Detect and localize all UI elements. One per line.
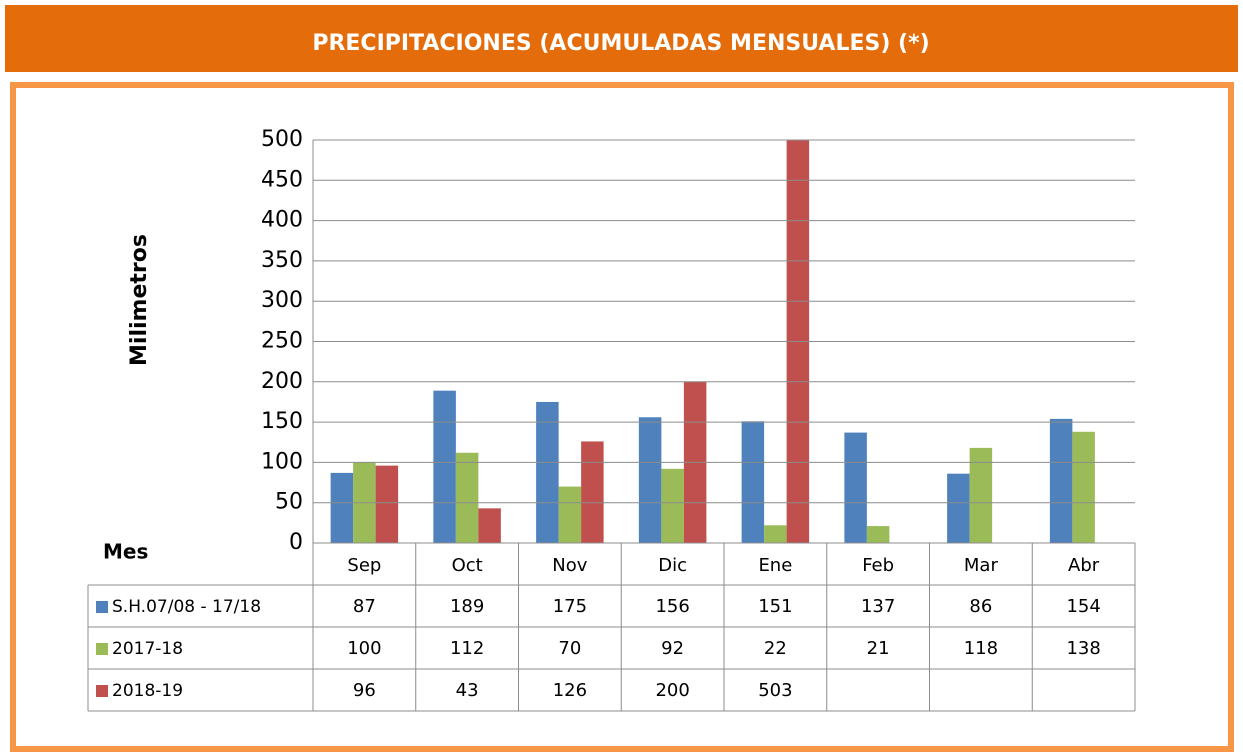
bar bbox=[1049, 418, 1073, 543]
y-axis-label: Milimetros bbox=[127, 234, 152, 366]
x-tick-label: Sep bbox=[347, 555, 381, 576]
table-value: 156 bbox=[655, 596, 689, 617]
bar bbox=[969, 447, 993, 543]
table-value: 92 bbox=[661, 638, 684, 659]
table-value: 100 bbox=[347, 638, 381, 659]
table-value: 96 bbox=[353, 680, 376, 701]
bar bbox=[661, 468, 684, 543]
x-axis-label: Mes bbox=[103, 540, 148, 564]
y-tick-label: 300 bbox=[261, 288, 303, 313]
bar bbox=[375, 465, 399, 543]
legend-swatch bbox=[96, 643, 108, 655]
table-value: 86 bbox=[969, 596, 992, 617]
bar bbox=[764, 525, 787, 543]
legend-label: 2018-19 bbox=[112, 681, 183, 701]
bar bbox=[558, 486, 582, 543]
table-value: 126 bbox=[553, 680, 587, 701]
bar bbox=[1072, 431, 1095, 543]
bar bbox=[844, 432, 867, 543]
y-tick-label: 250 bbox=[261, 329, 303, 354]
legend-swatch bbox=[96, 601, 108, 613]
chart-title: PRECIPITACIONES (ACUMULADAS MENSUALES) (… bbox=[312, 31, 929, 56]
legend-label: 2017-18 bbox=[112, 639, 183, 659]
legend-swatch bbox=[96, 685, 108, 697]
y-tick-label: 100 bbox=[261, 449, 303, 474]
table-value: 137 bbox=[861, 596, 895, 617]
y-tick-label: 450 bbox=[261, 167, 303, 192]
y-tick-label: 200 bbox=[261, 369, 303, 394]
x-tick-label: Nov bbox=[552, 555, 587, 576]
y-tick-label: 50 bbox=[275, 490, 303, 515]
table-value: 175 bbox=[553, 596, 587, 617]
x-tick-label: Dic bbox=[658, 555, 687, 576]
y-tick-label: 0 bbox=[289, 530, 303, 555]
table-value: 70 bbox=[558, 638, 581, 659]
legend-label: S.H.07/08 - 17/18 bbox=[112, 597, 261, 617]
plot-area bbox=[330, 140, 1095, 543]
x-tick-label: Ene bbox=[758, 555, 792, 576]
table-value: 112 bbox=[450, 638, 484, 659]
y-tick-label: 150 bbox=[261, 409, 303, 434]
y-tick-label: 400 bbox=[261, 208, 303, 233]
table-value: 151 bbox=[758, 596, 792, 617]
table-value: 87 bbox=[353, 596, 376, 617]
x-tick-label: Feb bbox=[862, 555, 894, 576]
bar bbox=[478, 508, 501, 543]
bar bbox=[947, 473, 970, 543]
table-value: 43 bbox=[456, 680, 479, 701]
table-value: 22 bbox=[764, 638, 787, 659]
table-value: 200 bbox=[655, 680, 689, 701]
bar bbox=[581, 441, 604, 543]
bar bbox=[330, 472, 354, 543]
table-value: 189 bbox=[450, 596, 484, 617]
bar bbox=[455, 452, 479, 543]
bar bbox=[866, 526, 890, 543]
x-tick-label: Mar bbox=[964, 555, 999, 576]
bar bbox=[536, 401, 559, 543]
table-value: 21 bbox=[867, 638, 890, 659]
table-value: 138 bbox=[1066, 638, 1100, 659]
bar bbox=[433, 390, 456, 543]
chart-frame bbox=[10, 82, 1234, 752]
table-value: 154 bbox=[1066, 596, 1100, 617]
header-band bbox=[5, 5, 1238, 72]
x-tick-label: Oct bbox=[452, 555, 483, 576]
y-tick-label: 350 bbox=[261, 248, 303, 273]
bar bbox=[638, 417, 662, 543]
bar bbox=[741, 421, 765, 543]
x-tick-label: Abr bbox=[1068, 555, 1100, 576]
table-value: 503 bbox=[758, 680, 792, 701]
table-value: 118 bbox=[964, 638, 998, 659]
y-tick-label: 500 bbox=[261, 127, 303, 152]
bar bbox=[786, 140, 810, 543]
